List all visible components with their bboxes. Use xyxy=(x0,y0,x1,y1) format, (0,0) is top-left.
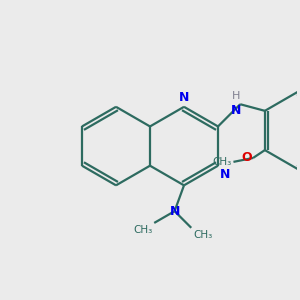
Text: CH₃: CH₃ xyxy=(193,230,212,240)
Text: N: N xyxy=(220,168,230,181)
Text: N: N xyxy=(179,91,189,104)
Text: O: O xyxy=(242,152,252,164)
Text: CH₃: CH₃ xyxy=(133,225,152,235)
Text: CH₃: CH₃ xyxy=(212,157,232,167)
Text: N: N xyxy=(169,205,180,218)
Text: H: H xyxy=(232,91,241,101)
Text: N: N xyxy=(231,104,242,117)
